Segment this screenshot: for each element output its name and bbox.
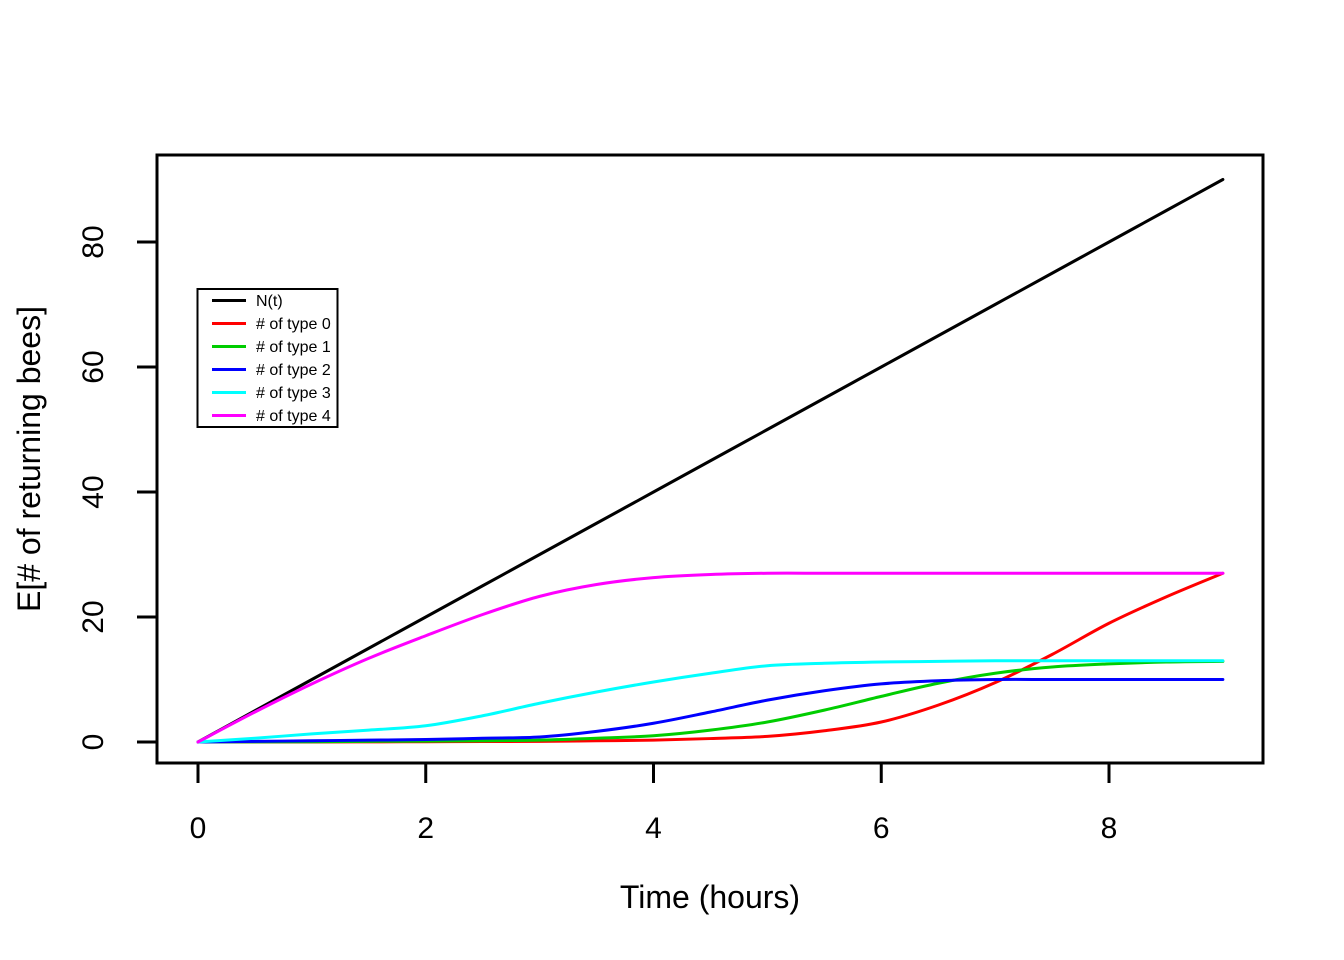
legend-entry: # of type 3 [212,385,331,402]
legend-border [196,288,339,428]
legend: N(t) # of type 0 # of type 1 # of type 2 # o… [196,288,339,428]
y-tick-label: 20 [77,600,110,633]
series-line-of-type-2 [196,677,1225,744]
x-tick-label: 2 [417,812,434,845]
legend-label: # of type 4 [256,408,331,425]
x-tick-label: 4 [645,812,662,845]
series-line-of-type-3 [196,659,1225,744]
y-tick-label: 40 [77,475,110,508]
series-line-n-t [196,178,1225,744]
legend-label: # of type 1 [256,339,331,356]
legend-entry: # of type 4 [212,408,331,425]
x-axis-title: Time (hours) [620,879,800,915]
y-tick-label: 0 [77,734,110,751]
plot-area-border [155,153,1265,765]
legend-entry: # of type 0 [212,316,331,333]
x-tick-label: 6 [873,812,890,845]
y-axis-title: E[# of returning bees] [11,306,47,612]
y-axis: 0 20 40 60 80 [77,225,157,750]
legend-entry: # of type 1 [212,339,331,356]
legend-label: # of type 2 [256,362,331,379]
x-tick-label: 8 [1101,812,1118,845]
legend-label: N(t) [256,293,283,310]
legend-entry: N(t) [212,293,283,310]
legend-label: # of type 0 [256,316,331,333]
y-tick-label: 80 [77,225,110,258]
legend-label: # of type 3 [256,385,331,402]
series-line-of-type-4 [196,571,1225,744]
legend-entry: # of type 2 [212,362,331,379]
x-axis: 0 2 4 6 8 [190,763,1118,845]
y-tick-label: 60 [77,350,110,383]
x-tick-label: 0 [190,812,207,845]
